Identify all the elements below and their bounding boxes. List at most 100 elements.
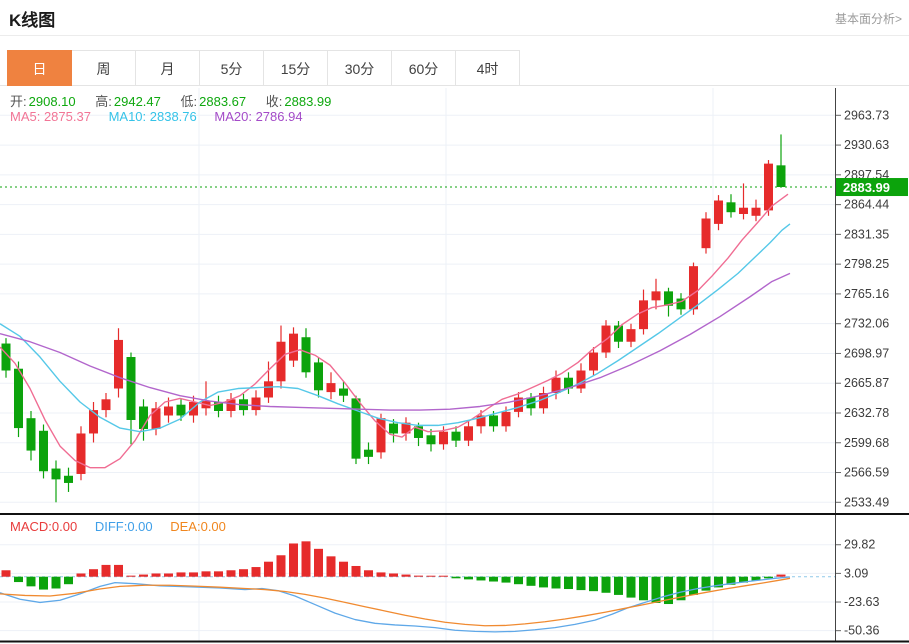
candle-body xyxy=(426,435,436,445)
candle-body xyxy=(614,325,623,342)
macd-bar xyxy=(314,548,323,577)
macd-bar xyxy=(476,576,486,581)
macd-bar xyxy=(564,576,573,590)
candle-body xyxy=(639,300,648,330)
candle-body xyxy=(726,202,736,213)
header-divider xyxy=(0,35,909,36)
ma20-line xyxy=(0,272,791,411)
candle-body xyxy=(51,468,61,480)
macd-bar xyxy=(614,576,623,595)
macd-bar xyxy=(251,567,261,577)
y-axis-label: -50.36 xyxy=(844,624,879,638)
candle-body xyxy=(451,431,461,441)
y-axis-label: 3.09 xyxy=(844,566,868,580)
macd-bar xyxy=(501,576,511,583)
macd-bar xyxy=(64,576,73,585)
macd-bar xyxy=(651,576,661,603)
macd-bar xyxy=(764,576,773,579)
tab-week[interactable]: 周 xyxy=(71,50,136,86)
y-axis-label: 2698.97 xyxy=(844,346,889,360)
macd-bar xyxy=(176,572,186,577)
ma10-line xyxy=(0,223,791,433)
macd-bar xyxy=(776,574,786,577)
tab-30m[interactable]: 30分 xyxy=(327,50,392,86)
candle-body xyxy=(389,423,398,434)
candle-body xyxy=(714,200,723,224)
candle-body xyxy=(264,381,273,398)
candle-body xyxy=(364,449,373,457)
macd-bar xyxy=(351,565,361,577)
macd-bar xyxy=(689,576,698,595)
candle-body xyxy=(89,410,98,434)
macd-bar xyxy=(326,556,336,577)
fundamental-analysis-link[interactable]: 基本面分析> xyxy=(834,12,902,26)
tab-15m[interactable]: 15分 xyxy=(263,50,328,86)
ma5-line xyxy=(0,193,789,469)
macd-bar xyxy=(589,576,598,592)
candle-body xyxy=(664,291,673,306)
y-axis-label: 2533.49 xyxy=(844,495,889,509)
macd-bar xyxy=(601,576,611,593)
candle-body xyxy=(776,165,786,188)
y-axis-label: 2963.73 xyxy=(844,108,889,122)
macd-bar xyxy=(101,564,111,577)
candle-body xyxy=(26,418,36,451)
macd-bar xyxy=(514,576,523,585)
candle-body xyxy=(339,388,348,396)
candle-body xyxy=(251,397,261,411)
diff-line xyxy=(0,576,791,633)
candle-body xyxy=(76,433,86,474)
candle-body xyxy=(626,329,636,342)
candle-body xyxy=(14,368,23,429)
tab-month[interactable]: 月 xyxy=(135,50,200,86)
macd-bar xyxy=(576,576,586,591)
macd-bar xyxy=(139,574,148,577)
macd-bar xyxy=(114,564,123,577)
macd-bar xyxy=(539,576,548,588)
y-axis-label: 2566.59 xyxy=(844,466,889,480)
candle-body xyxy=(326,383,336,393)
candle-body xyxy=(576,370,586,389)
macd-bar xyxy=(39,576,48,590)
candle-body xyxy=(1,343,11,371)
macd-bar xyxy=(1,570,11,577)
candle-body xyxy=(564,377,573,389)
y-axis-label: 29.82 xyxy=(844,538,875,552)
macd-bar xyxy=(226,570,236,577)
macd-bar xyxy=(239,569,248,577)
candle-body xyxy=(751,207,761,216)
macd-bar xyxy=(439,575,448,577)
candles xyxy=(1,134,786,503)
candle-body xyxy=(651,291,661,301)
tab-4h[interactable]: 4时 xyxy=(455,50,520,86)
macd-bar xyxy=(551,576,561,589)
candle-body xyxy=(114,339,123,389)
candle-body xyxy=(464,426,473,441)
candle-body xyxy=(689,266,698,310)
macd-bar xyxy=(201,571,211,577)
macd-bar xyxy=(126,575,136,577)
candle-body xyxy=(476,415,486,427)
candle-body xyxy=(589,352,598,371)
candle-body xyxy=(401,422,411,434)
tab-60m[interactable]: 60分 xyxy=(391,50,456,86)
y-axis-label: 2864.44 xyxy=(844,198,889,212)
macd-bar xyxy=(701,576,711,591)
macd-bar xyxy=(739,576,748,583)
macd-bar xyxy=(364,570,373,577)
macd-bar xyxy=(676,576,686,601)
candle-body xyxy=(126,357,136,420)
macd-bar xyxy=(301,541,311,577)
macd-bar xyxy=(89,569,98,577)
tab-day[interactable]: 日 xyxy=(7,50,72,86)
panel-borders xyxy=(0,88,909,643)
candle-body xyxy=(551,377,561,394)
macd-bar xyxy=(426,575,436,577)
tab-5m[interactable]: 5分 xyxy=(199,50,264,86)
y-axis-label: 2798.25 xyxy=(844,257,889,271)
macd-bars xyxy=(1,541,786,605)
macd-bar xyxy=(664,576,673,605)
candle-body xyxy=(214,401,223,411)
